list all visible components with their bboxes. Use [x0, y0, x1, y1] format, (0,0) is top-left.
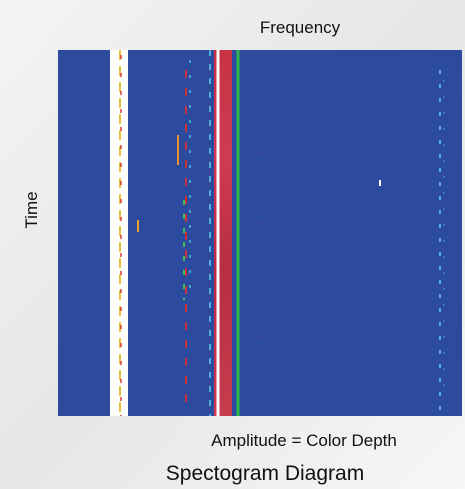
spectrogram	[58, 50, 462, 416]
y-axis-label: Time	[22, 191, 41, 228]
x-axis-label: Frequency	[260, 18, 341, 37]
title: Spectogram Diagram	[166, 462, 364, 485]
caption: Amplitude = Color Depth	[211, 431, 397, 450]
